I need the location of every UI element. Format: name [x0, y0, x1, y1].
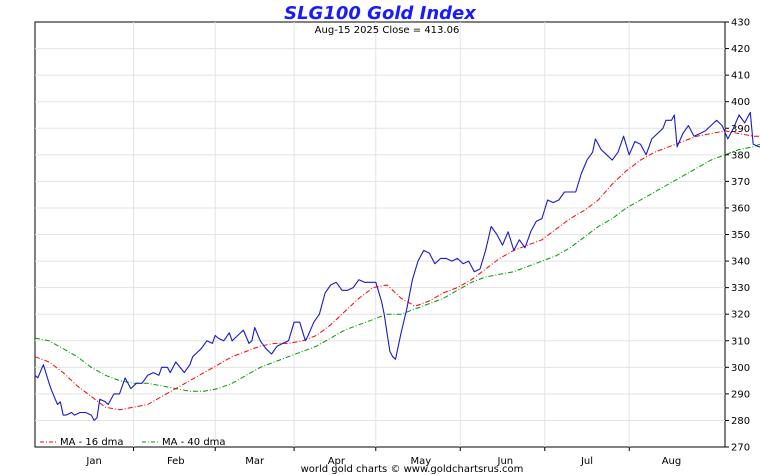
grid-lines [35, 22, 725, 447]
x-tick-label: Jul [580, 456, 593, 467]
chart-footer: world gold charts © www.goldchartsrus.co… [301, 464, 524, 475]
x-tick-label: Feb [167, 456, 185, 467]
x-tick-label: Jun [497, 456, 514, 467]
x-tick-label: Jan [85, 456, 101, 467]
y-tick-label: 370 [731, 177, 750, 188]
series-lines [34, 111, 760, 421]
y-tick-label: 350 [731, 230, 750, 241]
price-line [34, 111, 760, 421]
ma16-line [34, 130, 760, 411]
y-tick-label: 300 [731, 363, 750, 374]
y-tick-label: 330 [731, 283, 750, 294]
y-tick-label: 270 [731, 443, 750, 454]
chart-subtitle: Aug-15 2025 Close = 413.06 [315, 25, 460, 36]
y-tick-label: 420 [731, 44, 750, 55]
x-tick-label: Apr [328, 456, 346, 467]
y-tick-label: 320 [731, 310, 750, 321]
legend-ma40-label: MA - 40 dma [162, 437, 226, 448]
y-tick-label: 280 [731, 416, 750, 427]
y-tick-label: 380 [731, 150, 750, 161]
y-tick-label: 360 [731, 203, 750, 214]
chart-title: SLG100 Gold Index [284, 3, 477, 24]
y-axis: 270 280 290 300 310 320 330 340 350 360 370 380 390 4… [725, 18, 750, 454]
y-tick-label: 400 [731, 97, 750, 108]
y-tick-label: 340 [731, 257, 750, 268]
y-tick-label: 410 [731, 71, 750, 82]
y-tick-label: 430 [731, 18, 750, 29]
y-tick-label: 310 [731, 336, 750, 347]
x-tick-label: May [410, 456, 431, 467]
x-tick-label: Aug [662, 456, 682, 467]
ma40-line [34, 143, 760, 392]
x-axis: Jan Feb Mar Apr May Jun Jul Aug [85, 447, 681, 467]
y-tick-label: 290 [731, 389, 750, 400]
y-tick-label: 390 [731, 124, 750, 135]
x-tick-label: Mar [245, 456, 265, 467]
legend: MA - 16 dma MA - 40 dma [40, 437, 226, 448]
legend-ma16-label: MA - 16 dma [60, 437, 124, 448]
